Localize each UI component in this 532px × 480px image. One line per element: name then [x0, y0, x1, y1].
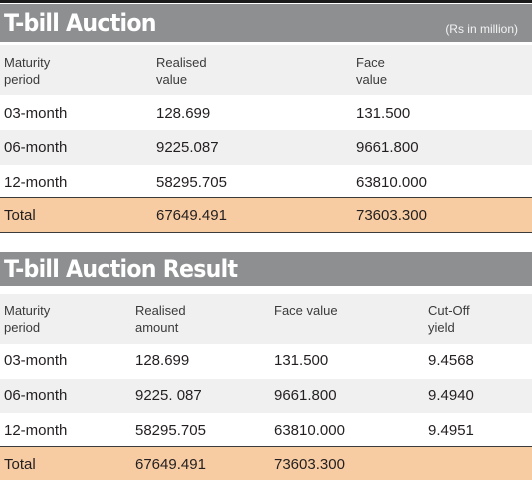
face-cell: 9661.800 [356, 139, 419, 156]
realised-cell: 128.699 [135, 352, 190, 369]
header-line: period [4, 72, 41, 87]
table1-header-maturity: Maturity period [4, 54, 50, 88]
realised-cell: 58295.705 [135, 422, 206, 439]
realised-cell: 9225. 087 [135, 387, 202, 404]
header-line: Realised [135, 303, 186, 318]
header-line: Cut-Off [428, 303, 470, 318]
maturity-cell: 12-month [4, 422, 68, 439]
face-cell: 63810.000 [274, 422, 345, 439]
table2-title-bar: T-bill Auction Result [0, 252, 532, 286]
table2-total-row: Total 67649.491 73603.300 [0, 446, 532, 480]
table2-header-face: Face value [274, 302, 338, 319]
table1-total-row: Total 67649.491 73603.300 [0, 197, 532, 233]
yield-cell: 9.4951 [428, 422, 474, 439]
table2-header-row: Maturity period Realised amount Face val… [0, 294, 532, 344]
table2-header-maturity: Maturity period [4, 302, 50, 336]
table1-title-bar: T-bill Auction (Rs in million) [0, 4, 532, 42]
realised-cell: 128.699 [156, 105, 211, 122]
header-line: period [4, 320, 41, 335]
total-label: Total [4, 456, 36, 473]
face-cell: 131.500 [274, 352, 329, 369]
maturity-cell: 06-month [4, 387, 68, 404]
total-face: 73603.300 [274, 456, 345, 473]
face-cell: 9661.800 [274, 387, 337, 404]
header-line: Maturity [4, 55, 51, 70]
header-line: Face [356, 55, 385, 70]
header-line: value [356, 72, 388, 87]
table2-header-realised: Realised amount [135, 302, 186, 336]
table-row: 06-month 9225.087 9661.800 [0, 130, 532, 165]
header-line: value [156, 72, 188, 87]
header-line: amount [135, 320, 179, 335]
table-row: 03-month 128.699 131.500 [0, 95, 532, 130]
table-row: 06-month 9225. 087 9661.800 9.4940 [0, 379, 532, 413]
table-row: 12-month 58295.705 63810.000 [0, 165, 532, 198]
total-label: Total [4, 207, 36, 224]
realised-cell: 58295.705 [156, 174, 227, 191]
face-cell: 63810.000 [356, 174, 427, 191]
yield-cell: 9.4940 [428, 387, 474, 404]
realised-cell: 9225.087 [156, 139, 219, 156]
table1-header-row: Maturity period Realised value Face valu… [0, 45, 532, 95]
maturity-cell: 06-month [4, 139, 68, 156]
table2-header-cutoff: Cut-Off yield [428, 302, 470, 336]
table-row: 03-month 128.699 131.500 9.4568 [0, 344, 532, 379]
table1-unit-note: (Rs in million) [445, 22, 518, 36]
header-line: Face value [274, 303, 338, 318]
yield-cell: 9.4568 [428, 352, 474, 369]
table-row: 12-month 58295.705 63810.000 9.4951 [0, 413, 532, 446]
top-rule [0, 0, 532, 3]
header-line: yield [428, 320, 455, 335]
total-realised: 67649.491 [135, 456, 206, 473]
table1-title: T-bill Auction [4, 9, 157, 37]
table2-title: T-bill Auction Result [4, 255, 238, 283]
maturity-cell: 03-month [4, 352, 68, 369]
total-realised: 67649.491 [156, 207, 227, 224]
table1-header-realised: Realised value [156, 54, 207, 88]
header-line: Maturity [4, 303, 51, 318]
total-face: 73603.300 [356, 207, 427, 224]
face-cell: 131.500 [356, 105, 411, 122]
table1-header-face: Face value [356, 54, 387, 88]
maturity-cell: 12-month [4, 174, 68, 191]
header-line: Realised [156, 55, 207, 70]
maturity-cell: 03-month [4, 105, 68, 122]
